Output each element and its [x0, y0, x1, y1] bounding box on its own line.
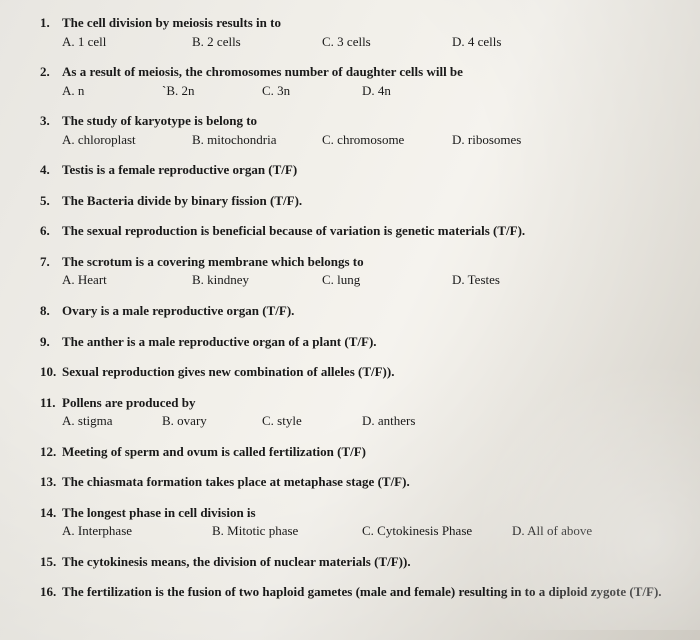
question-number: 5.	[40, 192, 50, 210]
option: C. chromosome	[322, 131, 452, 149]
question-stem: Ovary is a male reproductive organ (T/F)…	[62, 302, 682, 320]
question-number: 11.	[40, 394, 56, 412]
option: D. anthers	[362, 412, 462, 430]
question-number: 15.	[40, 553, 56, 571]
options-row: A. InterphaseB. Mitotic phaseC. Cytokine…	[62, 522, 682, 540]
options-row: A. 1 cellB. 2 cellsC. 3 cellsD. 4 cells	[62, 33, 682, 51]
option: A. n	[62, 82, 162, 100]
question: 5. The Bacteria divide by binary fission …	[40, 192, 682, 210]
question: 8. Ovary is a male reproductive organ (T/…	[40, 302, 682, 320]
option: A. 1 cell	[62, 33, 192, 51]
option: A. chloroplast	[62, 131, 192, 149]
question: 6. The sexual reproduction is beneficial …	[40, 222, 682, 240]
option: B. mitochondria	[192, 131, 322, 149]
question-stem: Meeting of sperm and ovum is called fert…	[62, 443, 682, 461]
question-number: 12.	[40, 443, 56, 461]
question-number: 6.	[40, 222, 50, 240]
question-stem: The study of karyotype is belong to	[62, 112, 682, 130]
options-row: A. stigmaB. ovaryC. styleD. anthers	[62, 412, 682, 430]
question: 14. The longest phase in cell division is…	[40, 504, 682, 540]
question: 16. The fertilization is the fusion of tw…	[40, 583, 682, 601]
option: C. 3 cells	[322, 33, 452, 51]
question: 4. Testis is a female reproductive organ …	[40, 161, 682, 179]
option: `B. 2n	[162, 82, 262, 100]
option: A. Heart	[62, 271, 192, 289]
option: B. ovary	[162, 412, 262, 430]
question: 13. The chiasmata formation takes place a…	[40, 473, 682, 491]
question-number: 13.	[40, 473, 56, 491]
options-row: A. chloroplastB. mitochondriaC. chromoso…	[62, 131, 682, 149]
question-list: 1. The cell division by meiosis results i…	[40, 14, 682, 601]
options-row: A. n`B. 2nC. 3nD. 4n	[62, 82, 682, 100]
question-stem: As a result of meiosis, the chromosomes …	[62, 63, 682, 81]
option: B. 2 cells	[192, 33, 322, 51]
option: D. 4n	[362, 82, 462, 100]
question: 12. Meeting of sperm and ovum is called f…	[40, 443, 682, 461]
question: 1. The cell division by meiosis results i…	[40, 14, 682, 50]
question-number: 10.	[40, 363, 56, 381]
question: 3. The study of karyotype is belong toA. …	[40, 112, 682, 148]
question-stem: The cytokinesis means, the division of n…	[62, 553, 682, 571]
question-stem: The Bacteria divide by binary fission (T…	[62, 192, 682, 210]
question: 15. The cytokinesis means, the division o…	[40, 553, 682, 571]
question: 9. The anther is a male reproductive orga…	[40, 333, 682, 351]
question: 2. As a result of meiosis, the chromosome…	[40, 63, 682, 99]
option: C. 3n	[262, 82, 362, 100]
question-stem: Pollens are produced by	[62, 394, 682, 412]
option: A. stigma	[62, 412, 162, 430]
question-stem: The fertilization is the fusion of two h…	[62, 583, 682, 601]
option: D. All of above	[512, 522, 662, 540]
question-number: 9.	[40, 333, 50, 351]
question-number: 7.	[40, 253, 50, 271]
option: C. style	[262, 412, 362, 430]
question: 11. Pollens are produced byA. stigmaB. ov…	[40, 394, 682, 430]
question-stem: The longest phase in cell division is	[62, 504, 682, 522]
option: D. Testes	[452, 271, 582, 289]
question-stem: The cell division by meiosis results in …	[62, 14, 682, 32]
question-number: 3.	[40, 112, 50, 130]
option: B. kindney	[192, 271, 322, 289]
question-stem: The scrotum is a covering membrane which…	[62, 253, 682, 271]
option: D. 4 cells	[452, 33, 582, 51]
question: 7. The scrotum is a covering membrane whi…	[40, 253, 682, 289]
option: D. ribosomes	[452, 131, 582, 149]
question-number: 2.	[40, 63, 50, 81]
question-number: 8.	[40, 302, 50, 320]
question-stem: Testis is a female reproductive organ (T…	[62, 161, 682, 179]
options-row: A. HeartB. kindneyC. lungD. Testes	[62, 271, 682, 289]
question-stem: Sexual reproduction gives new combinatio…	[62, 363, 682, 381]
question-number: 4.	[40, 161, 50, 179]
option: A. Interphase	[62, 522, 212, 540]
question-stem: The anther is a male reproductive organ …	[62, 333, 682, 351]
option: B. Mitotic phase	[212, 522, 362, 540]
question-number: 1.	[40, 14, 50, 32]
option: C. Cytokinesis Phase	[362, 522, 512, 540]
question-number: 14.	[40, 504, 56, 522]
question-number: 16.	[40, 583, 56, 601]
option: C. lung	[322, 271, 452, 289]
question-stem: The chiasmata formation takes place at m…	[62, 473, 682, 491]
question: 10. Sexual reproduction gives new combina…	[40, 363, 682, 381]
question-stem: The sexual reproduction is beneficial be…	[62, 222, 682, 240]
